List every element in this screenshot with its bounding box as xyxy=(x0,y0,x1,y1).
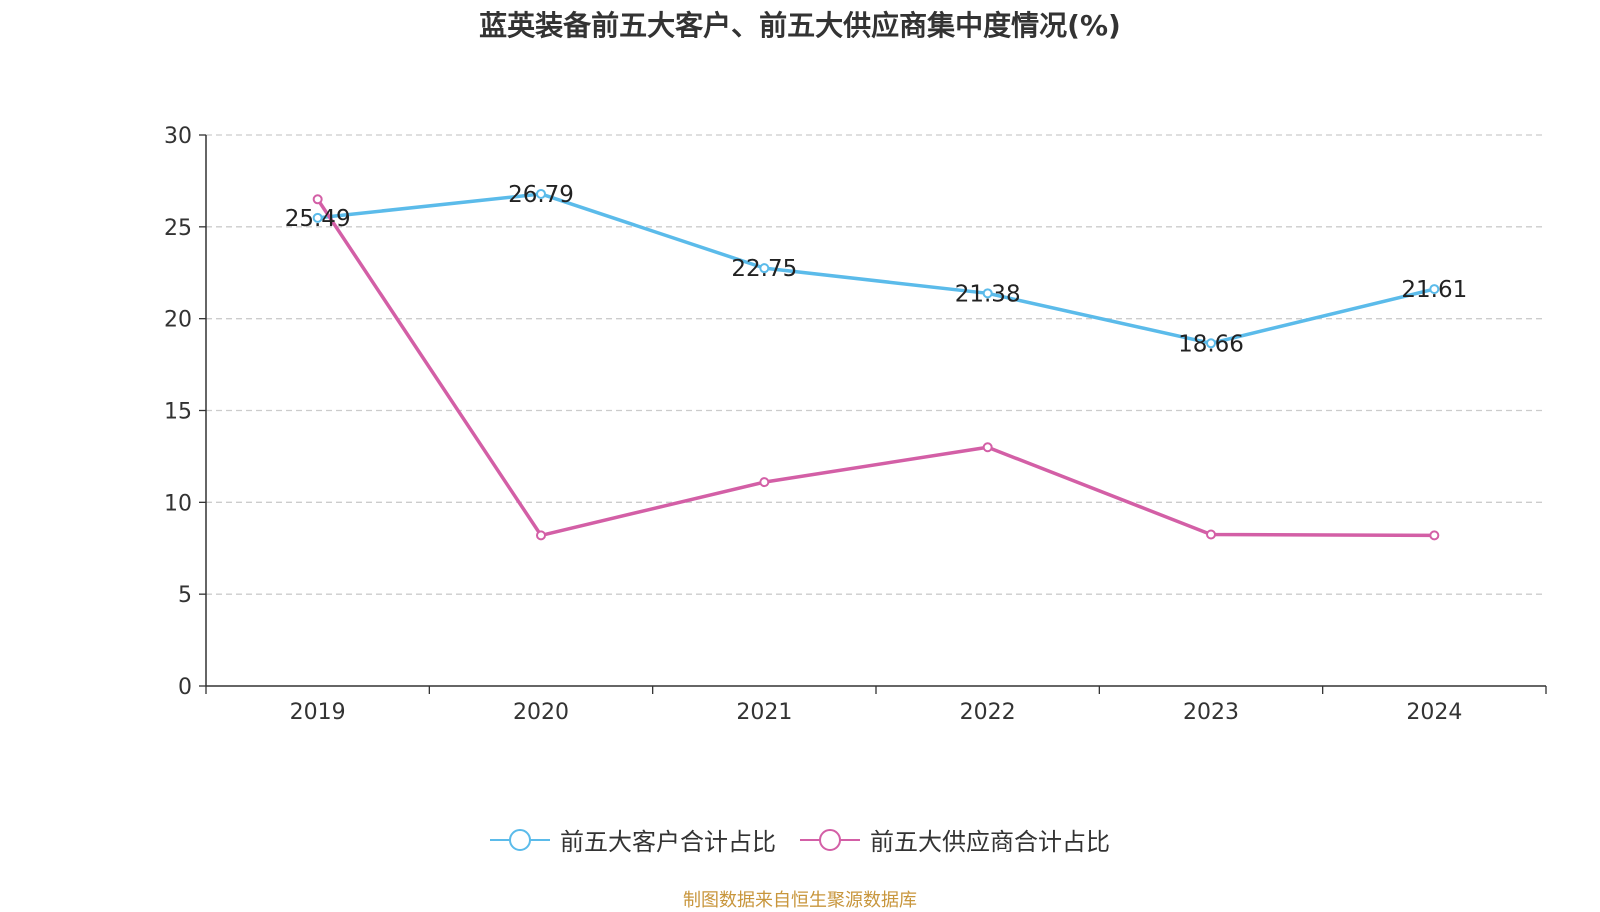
point-suppliers-2020 xyxy=(536,530,546,541)
x-tick-label-2021: 2021 xyxy=(736,700,792,725)
y-tick-label-20: 20 xyxy=(164,308,192,333)
point-suppliers-2019 xyxy=(312,194,323,205)
series-line-customers xyxy=(317,192,1435,346)
point-customers-2022 xyxy=(982,288,993,299)
point-suppliers-2022 xyxy=(982,442,993,453)
y-tick-label-0: 0 xyxy=(178,675,192,700)
axes: 0 5 10 15 20 25 30 2019 2020 2021 2022 2023 2024 xyxy=(164,124,1547,725)
grid-lines xyxy=(206,134,1546,595)
point-customers-2021 xyxy=(759,263,770,274)
chart-title: 蓝英装备前五大客户、前五大供应商集中度情况(%) xyxy=(479,9,1121,42)
data-label-customers-2023: 18.66 xyxy=(1178,331,1244,357)
y-tick-label-10: 10 xyxy=(164,491,192,516)
point-suppliers-2023 xyxy=(1206,529,1216,540)
series-line-suppliers xyxy=(316,198,1435,538)
series-layer xyxy=(312,188,1440,541)
x-tick-label-2020: 2020 xyxy=(513,700,569,725)
data-labels: 25.49 26.79 22.75 21.38 18.66 21.61 xyxy=(285,182,1468,357)
x-tick-label-2024: 2024 xyxy=(1406,700,1462,725)
point-suppliers-2021 xyxy=(759,477,770,488)
legend-item-customers[interactable]: 前五大客户合计占比 xyxy=(490,822,776,857)
y-tick-label-5: 5 xyxy=(178,583,192,608)
legend-marker-customers xyxy=(490,828,550,852)
point-customers-2019 xyxy=(312,212,323,223)
legend-label-suppliers: 前五大供应商合计占比 xyxy=(870,828,1110,856)
point-customers-2020 xyxy=(536,188,546,199)
data-label-customers-2019: 25.49 xyxy=(285,206,351,232)
y-tick-label-30: 30 xyxy=(164,124,192,149)
x-tick-label-2019: 2019 xyxy=(290,700,346,725)
x-tick-label-2023: 2023 xyxy=(1183,700,1239,725)
point-customers-2024 xyxy=(1429,284,1440,295)
legend-label-customers: 前五大客户合计占比 xyxy=(560,828,776,856)
legend: 前五大客户合计占比 前五大供应商合计占比 xyxy=(0,822,1600,857)
y-tick-label-25: 25 xyxy=(164,216,192,241)
point-customers-2023 xyxy=(1206,338,1216,349)
legend-marker-suppliers xyxy=(800,828,860,852)
source-note: 制图数据来自恒生聚源数据库 xyxy=(683,890,917,911)
y-tick-label-15: 15 xyxy=(164,400,192,425)
data-label-customers-2022: 21.38 xyxy=(955,281,1021,307)
data-label-customers-2024: 21.61 xyxy=(1401,277,1467,303)
legend-item-suppliers[interactable]: 前五大供应商合计占比 xyxy=(800,822,1110,857)
data-label-customers-2020: 26.79 xyxy=(508,182,574,208)
data-label-customers-2021: 22.75 xyxy=(731,256,797,282)
point-suppliers-2024 xyxy=(1429,530,1440,541)
x-tick-label-2022: 2022 xyxy=(960,700,1016,725)
